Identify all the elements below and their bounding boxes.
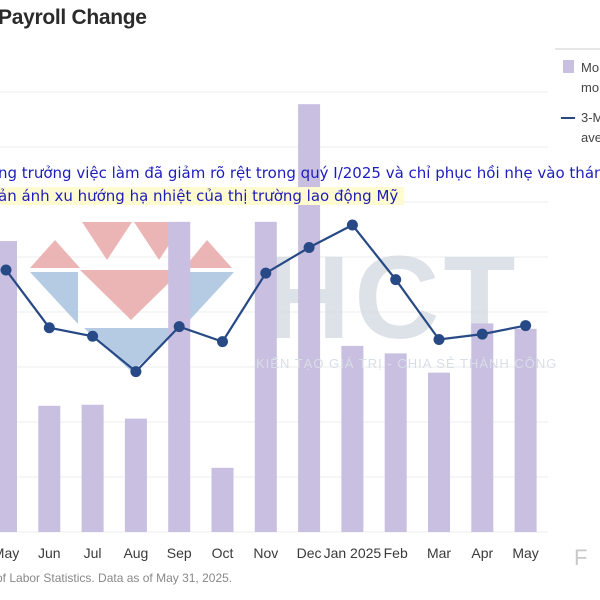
x-tick-label: Jan 2025 xyxy=(324,545,382,561)
line-point-12 xyxy=(520,320,532,332)
line-point-1 xyxy=(43,322,55,334)
x-tick-label: Sep xyxy=(167,545,192,561)
source-note: of Labor Statistics. Data as of May 31, … xyxy=(0,571,233,585)
bar-11 xyxy=(471,323,494,532)
x-tick-label: Jul xyxy=(84,545,102,561)
watermark-diamond-center xyxy=(80,270,182,320)
legend-bar-swatch xyxy=(563,60,574,73)
chart-title: Payroll Change xyxy=(0,6,147,29)
brand-mark: F xyxy=(574,545,588,570)
caption-line-2: ản ánh xu hướng hạ nhiệt của thị trường … xyxy=(0,187,405,205)
x-tick-label: Mar xyxy=(427,545,451,561)
line-point-7 xyxy=(303,241,315,253)
watermark-diamond-top-left xyxy=(82,222,132,260)
x-tick-label: Jun xyxy=(38,545,61,561)
bar-5 xyxy=(211,467,234,532)
watermark-diamond-bottom xyxy=(84,328,180,372)
caption-overlay: ng trưởng việc làm đã giảm rõ rệt trong … xyxy=(0,160,600,212)
bar-6 xyxy=(254,221,277,532)
bar-3 xyxy=(124,418,147,532)
watermark-diamond-left-low xyxy=(30,272,78,324)
x-tick-label: Feb xyxy=(384,545,408,561)
legend-bar-label-1: Mo xyxy=(581,60,599,75)
line-point-3 xyxy=(130,366,142,378)
x-tick-label: Nov xyxy=(253,545,278,561)
line-point-6 xyxy=(260,267,272,279)
caption-line-1: ng trưởng việc làm đã giảm rõ rệt trong … xyxy=(0,164,600,182)
x-tick-label: Aug xyxy=(123,545,148,561)
bar-10 xyxy=(428,372,450,532)
bar-12 xyxy=(514,328,537,532)
watermark-diamond-left xyxy=(30,240,80,268)
x-tick-label: Oct xyxy=(212,545,234,561)
legend-line-label-2: ave xyxy=(581,130,600,145)
legend-line-label-1: 3-M xyxy=(581,110,600,125)
line-point-5 xyxy=(217,336,228,348)
x-tick-label: Dec xyxy=(297,545,322,561)
watermark-diamond-right xyxy=(184,240,232,268)
bar-0 xyxy=(0,241,17,533)
line-point-2 xyxy=(87,330,99,342)
bar-9 xyxy=(384,353,407,532)
line-point-11 xyxy=(476,328,488,340)
x-tick-label: May xyxy=(0,545,19,561)
line-point-9 xyxy=(390,274,402,286)
x-tick-label: May xyxy=(512,545,538,561)
bar-7 xyxy=(298,104,321,532)
line-point-10 xyxy=(433,333,445,345)
line-point-0 xyxy=(0,264,12,276)
line-point-4 xyxy=(173,321,185,333)
legend-bar-label-2: mo xyxy=(581,80,599,95)
line-point-8 xyxy=(346,219,358,231)
bar-4 xyxy=(168,221,191,532)
watermark-tagline: KIẾN TẠO GIÁ TRỊ - CHIA SẺ THÀNH CÔNG xyxy=(256,356,558,371)
bar-2 xyxy=(81,404,104,532)
watermark-diamond-right-low xyxy=(186,272,234,324)
bar-series xyxy=(0,104,537,533)
x-tick-label: Apr xyxy=(471,545,493,561)
line-series xyxy=(0,219,532,378)
legend: Mo mo 3-M ave xyxy=(555,48,600,145)
bar-1 xyxy=(38,405,61,532)
bar-8 xyxy=(341,345,364,532)
